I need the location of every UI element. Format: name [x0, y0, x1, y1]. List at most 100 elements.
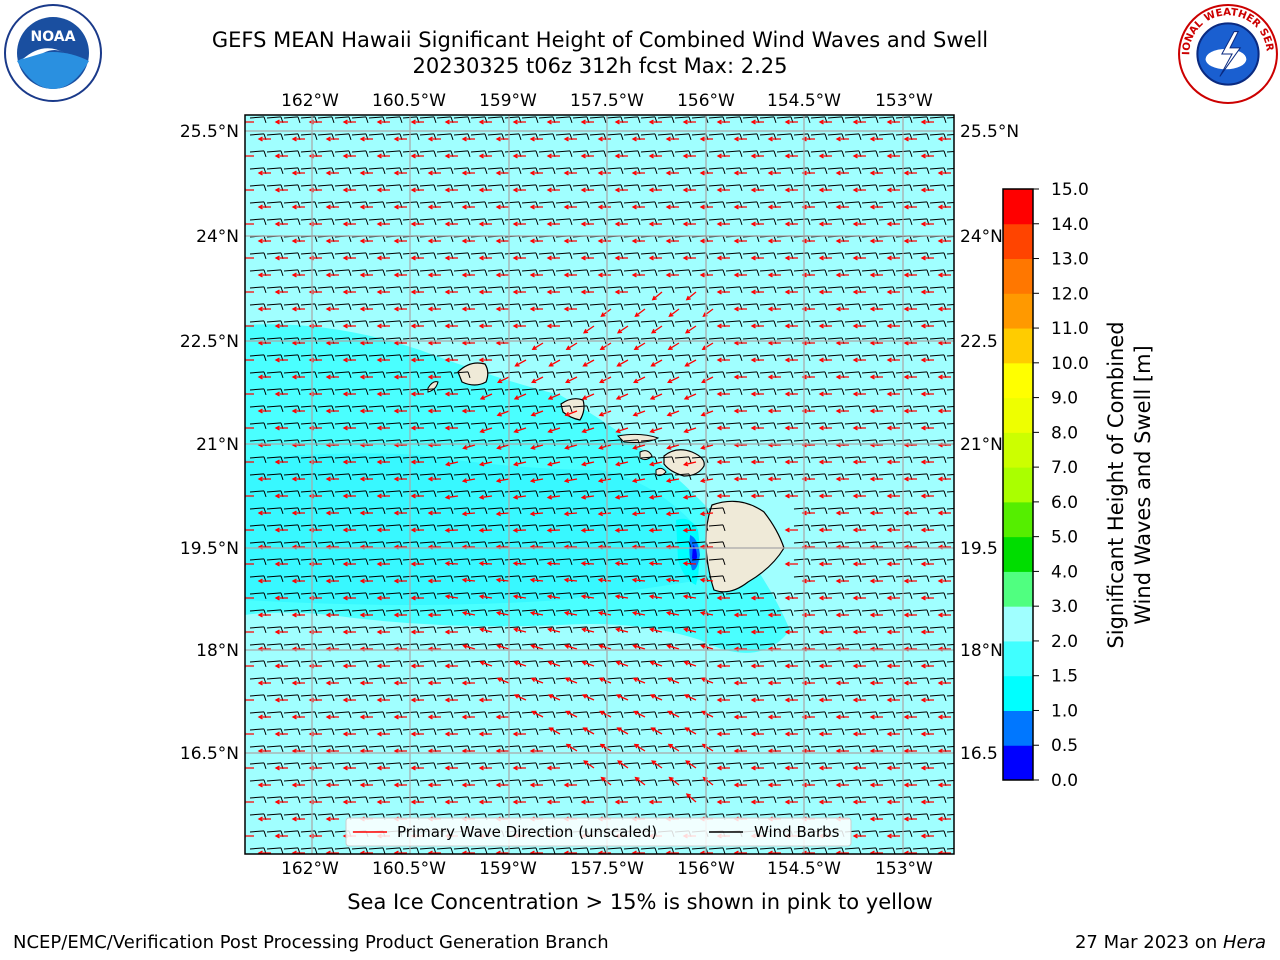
wind-barb [249, 626, 267, 634]
wave-direction-arrow [291, 272, 305, 278]
wind-barb [742, 405, 760, 413]
wind-barb [929, 660, 947, 668]
wave-direction-arrow [444, 289, 458, 295]
wave-direction-arrow [547, 660, 561, 667]
wind-barb [776, 371, 794, 379]
wave-direction-arrow [665, 136, 679, 142]
wind-barb [810, 303, 828, 311]
wave-direction-arrow [563, 306, 577, 312]
wind-barb [317, 422, 335, 430]
wave-direction-arrow [903, 578, 917, 584]
wave-direction-arrow [291, 170, 305, 176]
wind-barb [351, 728, 369, 736]
wind-barb [657, 609, 675, 617]
wave-direction-arrow [614, 221, 628, 227]
wind-barb [589, 184, 607, 192]
wind-barb [538, 439, 556, 447]
wind-barb [521, 592, 539, 600]
wave-direction-arrow [257, 136, 271, 142]
wave-direction-arrow [852, 391, 866, 397]
wave-direction-arrow [716, 629, 730, 635]
wind-barb [317, 354, 335, 362]
wind-barb [844, 473, 862, 481]
wind-barb [946, 303, 954, 306]
wave-direction-arrow [835, 476, 849, 482]
wave-direction-arrow [614, 799, 628, 805]
wave-direction-arrow [801, 306, 815, 312]
wind-barb [708, 473, 726, 481]
wind-barb [725, 218, 743, 226]
wind-barb [504, 422, 522, 430]
wave-direction-arrow [750, 629, 764, 635]
wind-barb [538, 711, 556, 719]
wave-direction-arrow [886, 629, 900, 635]
wind-barb [912, 779, 930, 787]
wind-barb [606, 354, 624, 362]
wave-direction-arrow [903, 850, 917, 854]
wave-direction-arrow [701, 710, 714, 718]
wave-direction-arrow [580, 527, 595, 533]
wind-barb [810, 133, 828, 141]
wind-barb [436, 201, 454, 209]
wave-direction-arrow [257, 850, 271, 854]
wave-direction-arrow [682, 119, 696, 125]
wave-direction-arrow [937, 510, 951, 516]
wind-barb [708, 524, 726, 532]
wind-barb [589, 558, 607, 566]
wave-direction-arrow [495, 610, 510, 616]
wind-barb [453, 762, 471, 770]
wind-barb [878, 303, 896, 311]
wave-direction-arrow [410, 323, 424, 329]
wind-barb [861, 218, 879, 226]
wave-direction-arrow [376, 561, 390, 567]
lat-label: 18°N [960, 641, 1003, 661]
lon-label: 160.5°W [372, 91, 446, 111]
wind-barb [555, 626, 573, 634]
wave-direction-arrow [274, 391, 288, 397]
colorbar-segment [1003, 571, 1033, 607]
colorbar-tick-label: 9.0 [1051, 389, 1078, 409]
wind-barb [283, 592, 301, 600]
wind-barb [776, 167, 794, 175]
wind-barb [725, 796, 743, 804]
wind-barb [249, 762, 267, 770]
wave-direction-arrow [852, 425, 866, 431]
wind-barb [861, 116, 879, 124]
wind-barb [946, 524, 954, 527]
wave-direction-arrow [818, 323, 832, 329]
wind-barb [623, 320, 641, 328]
wind-barb [419, 592, 437, 600]
wind-barb [317, 490, 335, 498]
wind-barb [572, 643, 590, 651]
wind-barb [504, 388, 522, 396]
wave-direction-arrow [886, 663, 900, 669]
wave-direction-arrow [580, 221, 594, 227]
wind-barb [351, 150, 369, 158]
wave-direction-arrow [274, 323, 288, 329]
wave-direction-arrow [393, 578, 407, 584]
wave-direction-arrow [869, 136, 883, 142]
wind-barb [487, 150, 505, 158]
wave-direction-arrow [342, 255, 356, 261]
wave-direction-arrow [546, 323, 560, 329]
wave-direction-arrow [444, 391, 458, 397]
wave-direction-arrow [886, 527, 900, 533]
wave-direction-arrow [530, 410, 544, 417]
wind-barb [368, 269, 386, 277]
wave-direction-arrow [648, 153, 662, 159]
wave-direction-arrow [733, 476, 747, 482]
wind-barb [623, 422, 641, 430]
wave-direction-arrow [750, 323, 764, 329]
wind-barb [419, 626, 437, 634]
wind-barb [385, 218, 403, 226]
wind-barb [351, 320, 369, 328]
wind-barb [385, 320, 403, 328]
wind-barb [470, 847, 488, 854]
colorbar-segment [1003, 432, 1033, 468]
wave-direction-arrow [869, 782, 883, 788]
wind-barb [657, 422, 675, 430]
wind-barb [946, 269, 954, 272]
wave-direction-arrow [886, 425, 900, 431]
wind-barb [810, 473, 828, 481]
wind-barb [759, 694, 777, 702]
